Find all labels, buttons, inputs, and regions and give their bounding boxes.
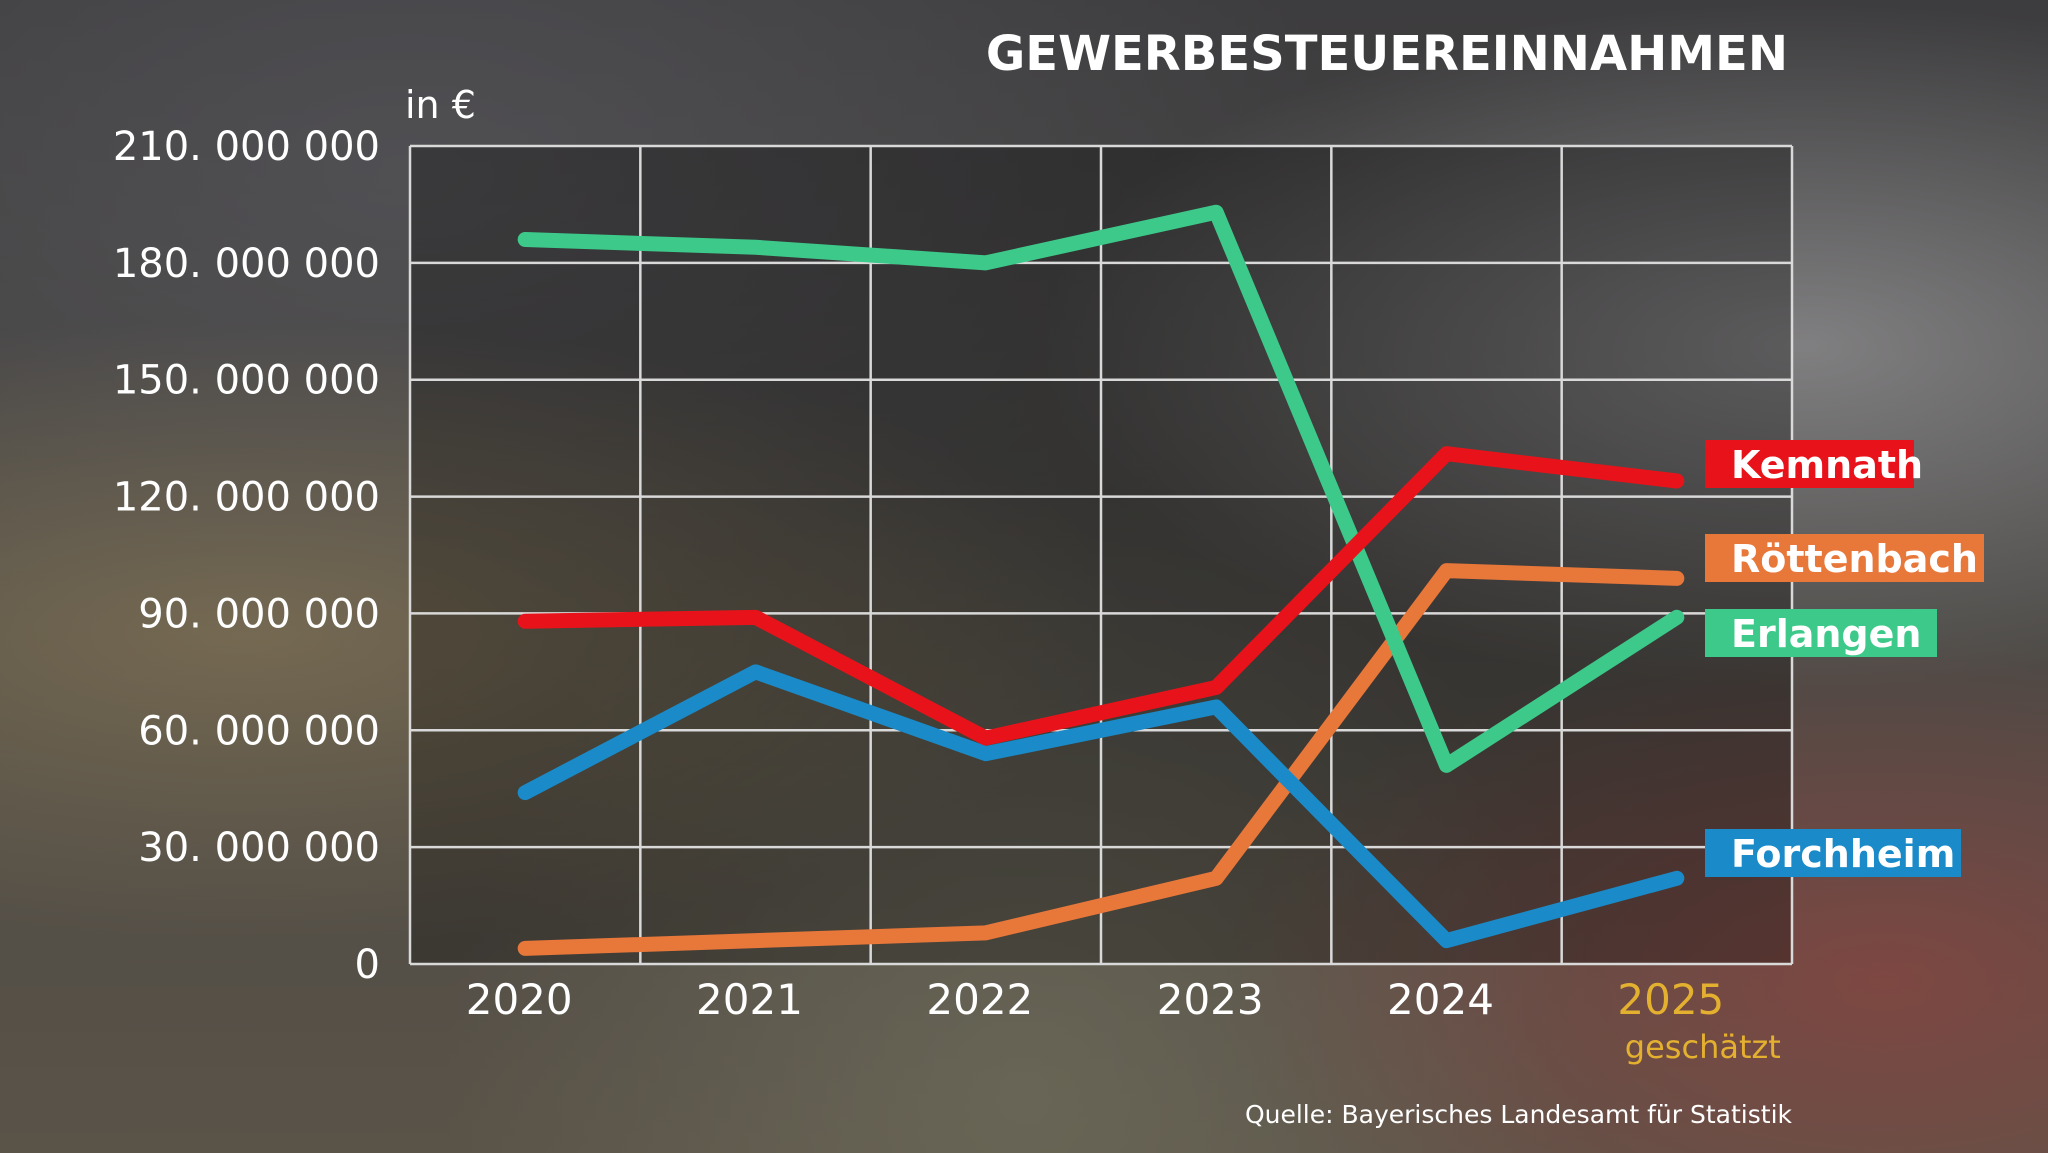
legend-swatch-forchheim [1705,829,1961,877]
y-tick-label: 60. 000 000 [138,708,380,754]
y-tick-label: 210. 000 000 [113,124,380,170]
y-axis-tick-labels: 0 30. 000 000 60. 000 000 90. 000 000 120. 0… [113,124,380,988]
y-tick-label: 0 [355,942,380,988]
y-tick-label: 180. 000 000 [113,241,380,287]
y-tick-label: 120. 000 000 [113,475,380,521]
source-note: Quelle: Bayerisches Landesamt für Statis… [1245,1100,1793,1129]
series-line-erlangen [517,204,1685,773]
x-tick-label: 2021 [696,975,803,1024]
legend-swatch-röttenbach [1705,534,1984,582]
y-tick-label: 90. 000 000 [138,591,380,637]
x-tick-label: 2020 [466,975,573,1024]
chart-title: GEWERBESTEUEREINNAHMEN [986,26,1788,82]
y-axis-unit-label: in € [405,83,476,127]
x-tick-note-estimated: geschätzt [1625,1028,1781,1066]
series-line-röttenbach [517,563,1685,956]
x-tick-label: 2025 [1617,975,1724,1024]
legend-label: Forchheim [1731,832,1955,876]
legend-swatch-erlangen [1705,609,1937,657]
legend: Kemnath Röttenbach Erlangen Forchheim [1705,440,1984,877]
legend-swatch-kemnath [1705,440,1914,488]
y-tick-label: 150. 000 000 [113,358,380,404]
legend-label: Erlangen [1731,612,1921,656]
series-lines [517,204,1685,956]
legend-label: Röttenbach [1731,537,1978,581]
series-line-forchheim [517,664,1685,949]
x-tick-label: 2023 [1157,975,1264,1024]
x-tick-label: 2022 [926,975,1033,1024]
series-line-kemnath [517,446,1685,746]
x-axis-tick-labels: 2020 2021 2022 2023 2024 2025 geschätzt [466,975,1781,1066]
legend-label: Kemnath [1731,443,1923,487]
y-tick-label: 30. 000 000 [138,825,380,871]
x-tick-label: 2024 [1387,975,1494,1024]
